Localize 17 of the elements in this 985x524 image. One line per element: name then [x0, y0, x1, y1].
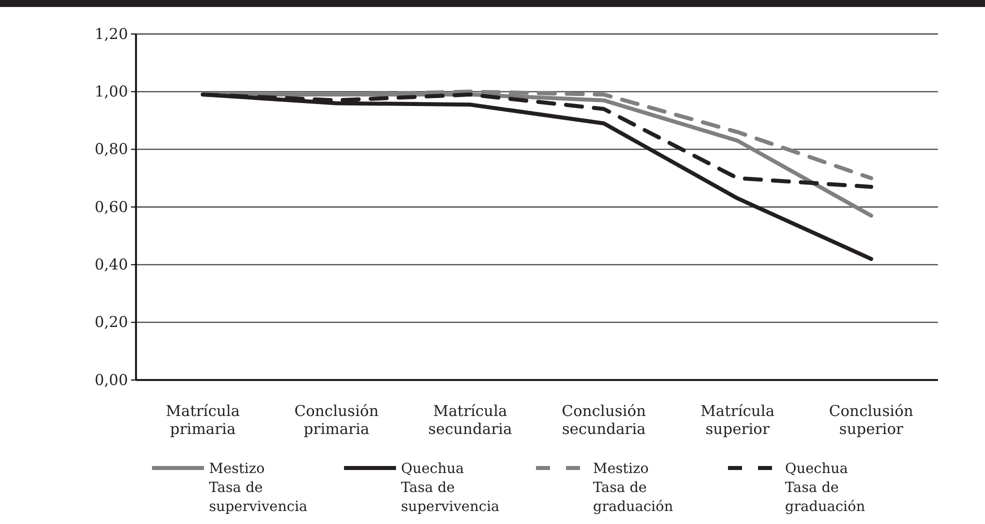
- y-tick-label: 0,80: [94, 140, 128, 158]
- x-tick-label: Conclusión primaria: [294, 402, 379, 438]
- x-tick-label: Matrícula superior: [700, 402, 775, 438]
- y-tick-label: 1,00: [94, 82, 128, 100]
- y-tick-label: 1,20: [94, 24, 128, 43]
- legend-label: Quechua Tasa de supervivencia: [401, 461, 500, 515]
- y-tick-label: 0,20: [94, 313, 128, 332]
- y-tick-label: 0,00: [94, 370, 128, 389]
- legend-label: Mestizo Tasa de graduación: [593, 461, 674, 515]
- y-tick-label: 0,60: [94, 198, 128, 216]
- legend-label: Quechua Tasa de graduación: [785, 461, 866, 515]
- legend-label: Mestizo Tasa de supervivencia: [209, 461, 308, 515]
- x-tick-label: Conclusión superior: [829, 402, 914, 438]
- x-tick-label: Matrícula secundaria: [428, 402, 512, 438]
- y-tick-label: 0,40: [94, 255, 128, 274]
- x-tick-label: Matrícula primaria: [166, 402, 240, 438]
- x-tick-label: Conclusión secundaria: [562, 402, 646, 438]
